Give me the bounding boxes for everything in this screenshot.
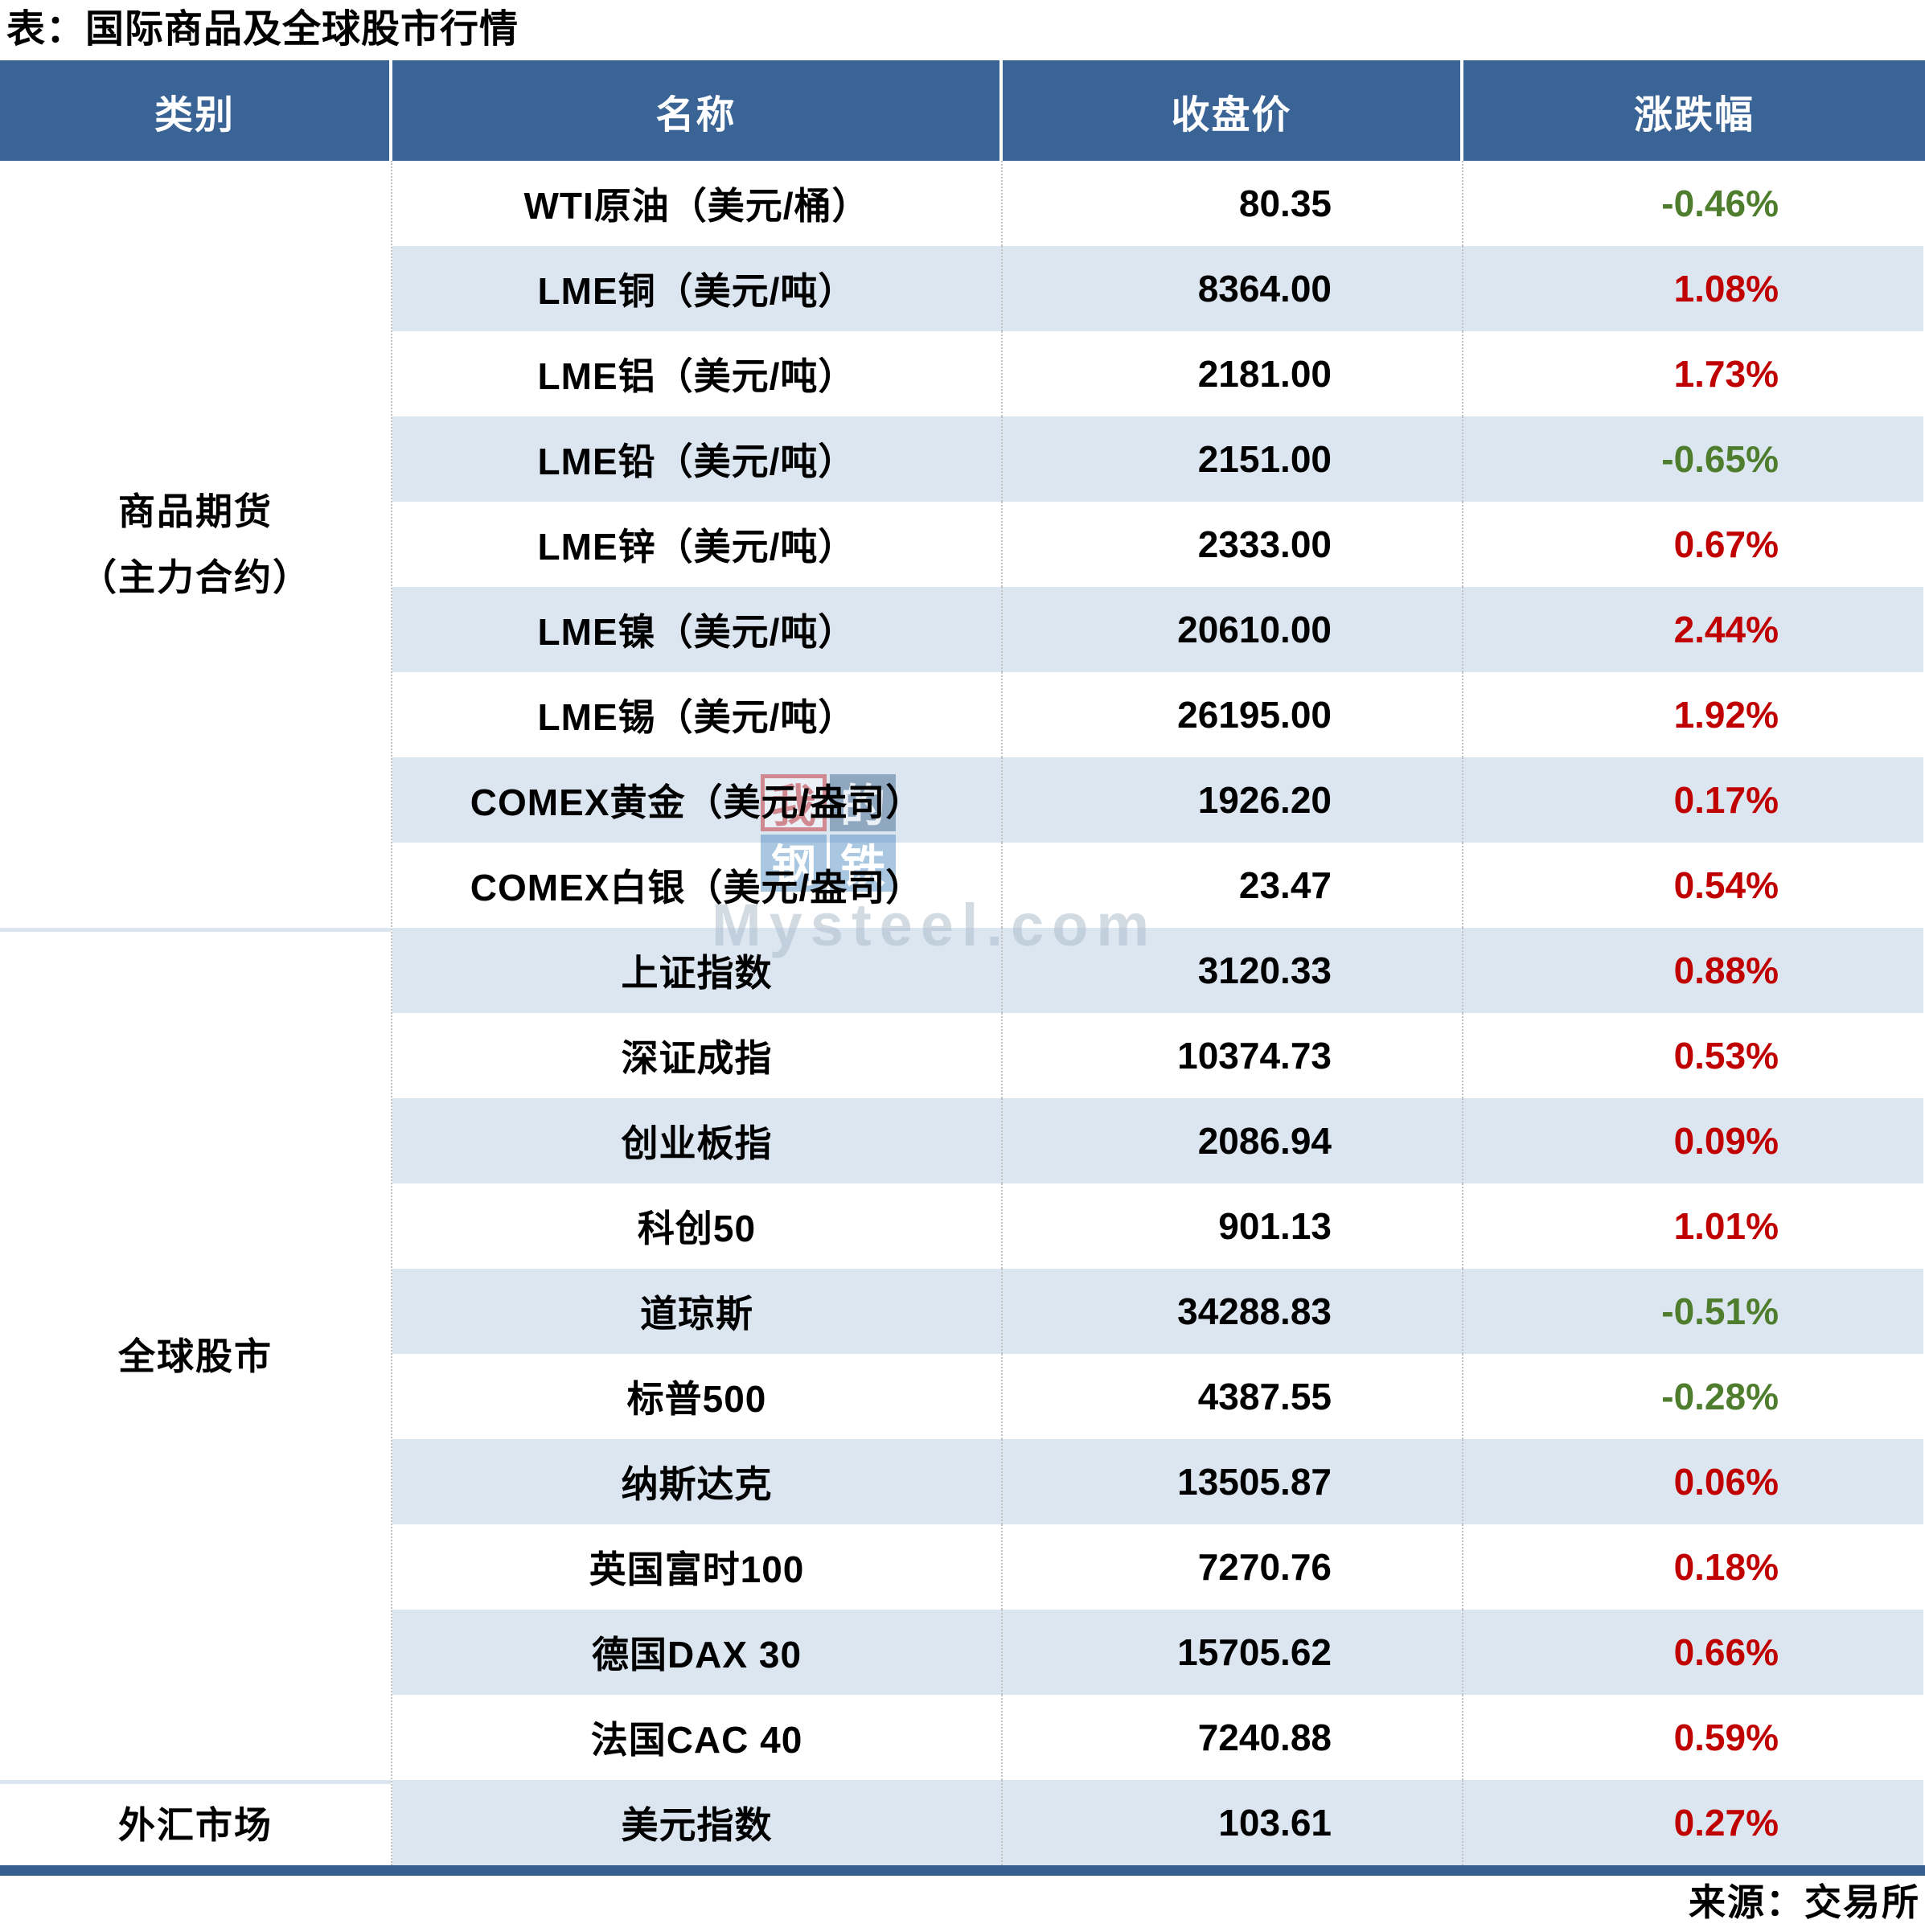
name-cell: LME铜（美元/吨） <box>392 246 1003 331</box>
table-row: 深证成指 10374.73 0.53% <box>392 1013 1923 1098</box>
name-cell: LME镍（美元/吨） <box>392 587 1003 672</box>
table-row: 美元指数 103.61 0.27% <box>392 1780 1923 1865</box>
change-pct-cell: -0.46% <box>1661 183 1779 224</box>
table-row: 英国富时100 7270.76 0.18% <box>392 1524 1923 1610</box>
category-forex-market: 外汇市场 <box>0 1780 391 1865</box>
name-cell: 纳斯达克 <box>392 1439 1003 1524</box>
close-price-cell: 23.47 <box>1003 843 1463 928</box>
header-name: 名称 <box>392 60 1003 161</box>
name-cell: LME铝（美元/吨） <box>392 331 1003 416</box>
close-price-cell: 8364.00 <box>1003 246 1463 331</box>
close-price-cell: 10374.73 <box>1003 1013 1463 1098</box>
change-pct-cell: 0.17% <box>1673 779 1779 821</box>
change-pct-cell: 0.27% <box>1673 1802 1779 1844</box>
close-price-cell: 2086.94 <box>1003 1098 1463 1183</box>
category-global-stocks: 全球股市 <box>0 928 391 1780</box>
header-category: 类别 <box>0 60 392 161</box>
table-row: LME镍（美元/吨） 20610.00 2.44% <box>392 587 1923 672</box>
close-price-cell: 80.35 <box>1003 161 1463 246</box>
table-row: 创业板指 2086.94 0.09% <box>392 1098 1923 1183</box>
name-cell: LME铅（美元/吨） <box>392 416 1003 502</box>
table-row: WTI原油（美元/桶） 80.35 -0.46% <box>392 161 1923 246</box>
close-price-cell: 2181.00 <box>1003 331 1463 416</box>
close-price-cell: 2333.00 <box>1003 502 1463 587</box>
market-table: 类别 名称 收盘价 涨跌幅 商品期货 （主力合约） 全球股市 外汇市场 WTI原油… <box>0 60 1925 1865</box>
name-cell: 创业板指 <box>392 1098 1003 1183</box>
name-cell: LME锡（美元/吨） <box>392 672 1003 757</box>
table-row: 纳斯达克 13505.87 0.06% <box>392 1439 1923 1524</box>
change-pct-cell: -0.28% <box>1661 1376 1779 1417</box>
change-pct-cell: 0.59% <box>1673 1717 1779 1758</box>
name-cell: 道琼斯 <box>392 1269 1003 1354</box>
table-row: 法国CAC 40 7240.88 0.59% <box>392 1695 1923 1780</box>
table-row: LME锡（美元/吨） 26195.00 1.92% <box>392 672 1923 757</box>
change-pct-cell: 1.01% <box>1673 1205 1779 1247</box>
change-pct-cell: -0.51% <box>1661 1290 1779 1332</box>
table-row: COMEX黄金（美元/盎司） 1926.20 0.17% <box>392 757 1923 843</box>
name-cell: 法国CAC 40 <box>392 1695 1003 1780</box>
change-pct-cell: 0.09% <box>1673 1120 1779 1162</box>
close-price-cell: 34288.83 <box>1003 1269 1463 1354</box>
change-pct-cell: 0.88% <box>1673 950 1779 991</box>
close-price-cell: 3120.33 <box>1003 928 1463 1013</box>
close-price-cell: 7240.88 <box>1003 1695 1463 1780</box>
close-price-cell: 20610.00 <box>1003 587 1463 672</box>
table-row: LME铜（美元/吨） 8364.00 1.08% <box>392 246 1923 331</box>
source-note: 来源：交易所 <box>1689 1881 1920 1923</box>
name-cell: 英国富时100 <box>392 1524 1003 1610</box>
change-pct-cell: 0.54% <box>1673 864 1779 906</box>
name-cell: COMEX白银（美元/盎司） <box>392 843 1003 928</box>
change-pct-cell: 1.73% <box>1673 353 1779 395</box>
category-column: 商品期货 （主力合约） 全球股市 外汇市场 <box>0 161 392 1865</box>
name-cell: COMEX黄金（美元/盎司） <box>392 757 1003 843</box>
name-cell: LME锌（美元/吨） <box>392 502 1003 587</box>
table-body: 商品期货 （主力合约） 全球股市 外汇市场 WTI原油（美元/桶） 80.35 -… <box>0 161 1925 1865</box>
name-cell: 美元指数 <box>392 1780 1003 1865</box>
close-price-cell: 1926.20 <box>1003 757 1463 843</box>
table-row: LME锌（美元/吨） 2333.00 0.67% <box>392 502 1923 587</box>
table-row: 上证指数 3120.33 0.88% <box>392 928 1923 1013</box>
bottom-bar <box>0 1865 1925 1876</box>
close-price-cell: 4387.55 <box>1003 1354 1463 1439</box>
change-pct-cell: 0.18% <box>1673 1546 1779 1588</box>
change-pct-cell: 2.44% <box>1673 609 1779 650</box>
close-price-cell: 15705.62 <box>1003 1610 1463 1695</box>
close-price-cell: 103.61 <box>1003 1780 1463 1865</box>
table-row: 科创50 901.13 1.01% <box>392 1183 1923 1269</box>
change-pct-cell: 0.67% <box>1673 523 1779 565</box>
name-cell: 德国DAX 30 <box>392 1610 1003 1695</box>
change-pct-cell: 1.08% <box>1673 268 1779 310</box>
table-row: 标普500 4387.55 -0.28% <box>392 1354 1923 1439</box>
table-row: LME铝（美元/吨） 2181.00 1.73% <box>392 331 1923 416</box>
table-row: 道琼斯 34288.83 -0.51% <box>392 1269 1923 1354</box>
rows: WTI原油（美元/桶） 80.35 -0.46% LME铜（美元/吨） 8364… <box>392 161 1923 1865</box>
header-change-pct: 涨跌幅 <box>1633 93 1755 137</box>
table-row: 德国DAX 30 15705.62 0.66% <box>392 1610 1923 1695</box>
close-price-cell: 26195.00 <box>1003 672 1463 757</box>
change-pct-cell: 0.53% <box>1673 1035 1779 1077</box>
name-cell: 标普500 <box>392 1354 1003 1439</box>
name-cell: WTI原油（美元/桶） <box>392 161 1003 246</box>
change-pct-cell: 0.66% <box>1673 1631 1779 1673</box>
table-row: COMEX白银（美元/盎司） 23.47 0.54% <box>392 843 1923 928</box>
close-price-cell: 13505.87 <box>1003 1439 1463 1524</box>
name-cell: 科创50 <box>392 1183 1003 1269</box>
close-price-cell: 901.13 <box>1003 1183 1463 1269</box>
header-close-price: 收盘价 <box>1003 60 1463 161</box>
close-price-cell: 7270.76 <box>1003 1524 1463 1610</box>
change-pct-cell: -0.65% <box>1661 438 1779 480</box>
table-row: LME铅（美元/吨） 2151.00 -0.65% <box>392 416 1923 502</box>
change-pct-cell: 1.92% <box>1673 694 1779 736</box>
table-header-row: 类别 名称 收盘价 涨跌幅 <box>0 60 1925 161</box>
close-price-cell: 2151.00 <box>1003 416 1463 502</box>
name-cell: 上证指数 <box>392 928 1003 1013</box>
category-commodity-futures: 商品期货 （主力合约） <box>0 161 391 928</box>
change-pct-cell: 0.06% <box>1673 1461 1779 1503</box>
page-title: 表：国际商品及全球股市行情 <box>6 8 519 51</box>
name-cell: 深证成指 <box>392 1013 1003 1098</box>
